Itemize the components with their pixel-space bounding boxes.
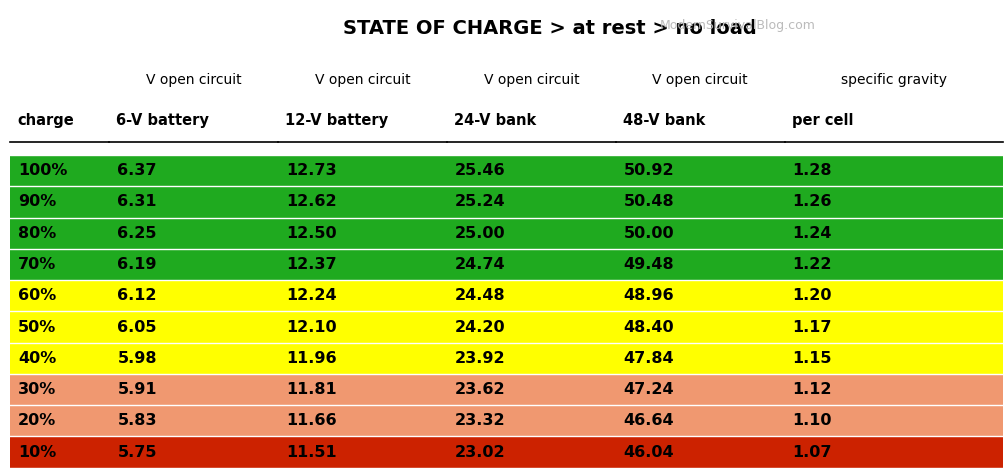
FancyBboxPatch shape (10, 218, 1003, 249)
Text: 47.24: 47.24 (624, 382, 674, 397)
Text: 1.24: 1.24 (792, 226, 832, 241)
FancyBboxPatch shape (10, 186, 1003, 218)
Text: charge: charge (17, 113, 74, 128)
Text: 48.40: 48.40 (624, 320, 674, 335)
Text: 47.84: 47.84 (624, 351, 674, 366)
Text: 100%: 100% (18, 163, 68, 178)
Text: 6.25: 6.25 (117, 226, 157, 241)
Text: 49.48: 49.48 (624, 257, 674, 272)
Text: 23.92: 23.92 (455, 351, 506, 366)
Text: per cell: per cell (791, 113, 853, 128)
Text: 5.75: 5.75 (117, 445, 157, 460)
Text: 6.19: 6.19 (117, 257, 157, 272)
Text: 11.81: 11.81 (286, 382, 337, 397)
Text: 12.62: 12.62 (286, 195, 337, 210)
Text: ModernSurvivalBlog.com: ModernSurvivalBlog.com (660, 19, 816, 32)
Text: V open circuit: V open circuit (652, 73, 748, 87)
Text: 48-V bank: 48-V bank (623, 113, 706, 128)
Text: 1.07: 1.07 (792, 445, 832, 460)
Text: V open circuit: V open circuit (314, 73, 410, 87)
FancyBboxPatch shape (10, 311, 1003, 343)
Text: 80%: 80% (18, 226, 56, 241)
Text: 24.74: 24.74 (455, 257, 506, 272)
Text: V open circuit: V open circuit (484, 73, 580, 87)
Text: 70%: 70% (18, 257, 56, 272)
FancyBboxPatch shape (10, 405, 1003, 436)
Text: 6.05: 6.05 (117, 320, 157, 335)
Text: 20%: 20% (18, 413, 56, 428)
Text: 1.20: 1.20 (792, 288, 832, 303)
Text: 12.37: 12.37 (286, 257, 337, 272)
Text: 1.22: 1.22 (792, 257, 832, 272)
Text: 40%: 40% (18, 351, 56, 366)
FancyBboxPatch shape (10, 155, 1003, 186)
Text: 50.00: 50.00 (624, 226, 674, 241)
Text: 1.28: 1.28 (792, 163, 832, 178)
Text: 50.92: 50.92 (624, 163, 674, 178)
Text: 25.24: 25.24 (455, 195, 506, 210)
Text: 5.91: 5.91 (117, 382, 157, 397)
Text: 90%: 90% (18, 195, 56, 210)
Text: 24.20: 24.20 (455, 320, 506, 335)
Text: 50%: 50% (18, 320, 56, 335)
Text: 24.48: 24.48 (455, 288, 506, 303)
Text: 12.50: 12.50 (286, 226, 337, 241)
FancyBboxPatch shape (10, 249, 1003, 280)
Text: 6.31: 6.31 (117, 195, 157, 210)
Text: 1.17: 1.17 (792, 320, 832, 335)
Text: specific gravity: specific gravity (841, 73, 947, 87)
Text: 25.00: 25.00 (455, 226, 506, 241)
Text: 24-V bank: 24-V bank (454, 113, 536, 128)
Text: 12.73: 12.73 (286, 163, 337, 178)
Text: 11.66: 11.66 (286, 413, 337, 428)
Text: 10%: 10% (18, 445, 56, 460)
FancyBboxPatch shape (10, 436, 1003, 468)
Text: 6.37: 6.37 (117, 163, 157, 178)
Text: 5.83: 5.83 (117, 413, 157, 428)
Text: 46.64: 46.64 (624, 413, 674, 428)
Text: 1.12: 1.12 (792, 382, 832, 397)
Text: 25.46: 25.46 (455, 163, 506, 178)
Text: 48.96: 48.96 (624, 288, 674, 303)
Text: 11.96: 11.96 (286, 351, 337, 366)
Text: 30%: 30% (18, 382, 56, 397)
Text: 12.10: 12.10 (286, 320, 337, 335)
Text: 1.10: 1.10 (792, 413, 832, 428)
FancyBboxPatch shape (10, 343, 1003, 374)
Text: 23.62: 23.62 (455, 382, 506, 397)
Text: 6-V battery: 6-V battery (117, 113, 210, 128)
Text: 12.24: 12.24 (286, 288, 337, 303)
Text: 23.02: 23.02 (455, 445, 506, 460)
Text: 50.48: 50.48 (624, 195, 674, 210)
Text: 12-V battery: 12-V battery (285, 113, 388, 128)
Text: 5.98: 5.98 (117, 351, 157, 366)
Text: 11.51: 11.51 (286, 445, 337, 460)
Text: 23.32: 23.32 (455, 413, 506, 428)
Text: 1.26: 1.26 (792, 195, 832, 210)
FancyBboxPatch shape (10, 374, 1003, 405)
Text: 60%: 60% (18, 288, 56, 303)
Text: 1.15: 1.15 (792, 351, 832, 366)
Text: 6.12: 6.12 (117, 288, 157, 303)
Text: V open circuit: V open circuit (146, 73, 242, 87)
FancyBboxPatch shape (10, 280, 1003, 311)
Text: STATE OF CHARGE > at rest > no load: STATE OF CHARGE > at rest > no load (343, 19, 756, 38)
Text: 46.04: 46.04 (624, 445, 674, 460)
